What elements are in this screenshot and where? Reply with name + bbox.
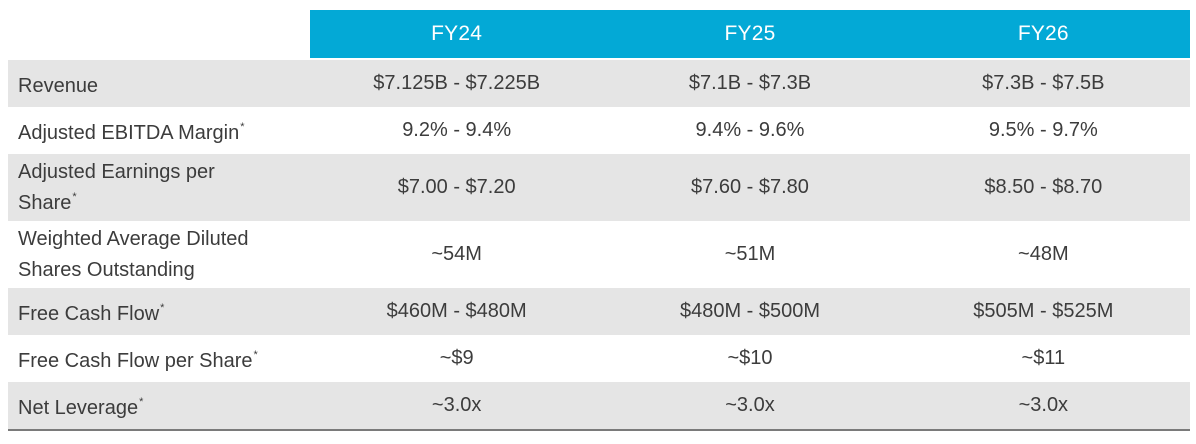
row-label-text: Weighted Average Diluted Shares Outstand… xyxy=(18,227,249,281)
table-cell-fy26: $7.3B - $7.5B xyxy=(982,72,1105,94)
table-cell-fy25: $7.60 - $7.80 xyxy=(691,176,809,198)
row-label: Weighted Average Diluted Shares Outstand… xyxy=(8,227,310,283)
table-cell-fy25: 9.4% - 9.6% xyxy=(695,119,805,141)
row-label: Free Cash Flow per Share* xyxy=(8,343,310,374)
table-cell-fy25: ~51M xyxy=(724,243,776,265)
table-row-net-leverage: Net Leverage* ~3.0x ~3.0x ~3.0x xyxy=(8,382,1190,429)
row-label: Adjusted Earnings per Share* xyxy=(8,160,310,216)
table-cell-fy24: ~3.0x xyxy=(431,394,482,416)
table-cell-fy25: ~3.0x xyxy=(725,394,775,416)
table-cell-fy26: ~3.0x xyxy=(1018,394,1069,416)
table-cell-fy24: $460M - $480M xyxy=(386,300,527,322)
footnote-marker: * xyxy=(240,121,245,133)
table-cell-fy26: $505M - $525M xyxy=(973,300,1114,322)
row-label: Revenue xyxy=(8,68,310,99)
table-cell-fy24: ~$9 xyxy=(439,347,474,369)
header-spacer xyxy=(8,10,310,58)
column-header-fy26: FY26 xyxy=(1017,22,1069,45)
footnote-marker: * xyxy=(253,349,258,361)
table-cell-fy25: $7.1B - $7.3B xyxy=(688,72,812,94)
table-row-free-cash-flow: Free Cash Flow* $460M - $480M $480M - $5… xyxy=(8,288,1190,335)
footnote-marker: * xyxy=(139,396,144,408)
table-cell-fy24: ~54M xyxy=(431,243,482,265)
table-row-weighted-average-diluted-shares: Weighted Average Diluted Shares Outstand… xyxy=(8,221,1190,288)
table-cell-fy25: ~$10 xyxy=(727,347,773,369)
row-label-text: Revenue xyxy=(18,75,99,97)
table-row-revenue: Revenue $7.125B - $7.225B $7.1B - $7.3B … xyxy=(8,60,1190,107)
table-cell-fy26: ~$11 xyxy=(1021,347,1066,369)
footnote-marker: * xyxy=(160,302,165,314)
row-label-text: Adjusted Earnings per Share xyxy=(18,160,215,214)
header-band: FY24 FY25 FY26 xyxy=(310,10,1190,58)
row-label-text: Free Cash Flow xyxy=(18,303,160,325)
row-label-text: Adjusted EBITDA Margin xyxy=(18,122,240,144)
row-label: Free Cash Flow* xyxy=(8,296,310,327)
guidance-table: FY24 FY25 FY26 Revenue $7.125B - $7.225B… xyxy=(8,10,1190,431)
bottom-rule xyxy=(8,429,1190,431)
table-row-adjusted-ebitda-margin: Adjusted EBITDA Margin* 9.2% - 9.4% 9.4%… xyxy=(8,107,1190,154)
column-header-fy25: FY25 xyxy=(724,22,776,45)
table-cell-fy24: $7.125B - $7.225B xyxy=(373,72,541,94)
row-label: Net Leverage* xyxy=(8,390,310,421)
footnote-marker: * xyxy=(72,190,77,203)
row-label: Adjusted EBITDA Margin* xyxy=(8,115,310,146)
table-cell-fy26: 9.5% - 9.7% xyxy=(988,119,1098,141)
row-label-text: Net Leverage xyxy=(18,397,139,419)
table-cell-fy26: ~48M xyxy=(1018,243,1069,265)
table-row-free-cash-flow-per-share: Free Cash Flow per Share* ~$9 ~$10 ~$11 xyxy=(8,335,1190,382)
header-row: FY24 FY25 FY26 xyxy=(8,10,1190,58)
table-cell-fy26: $8.50 - $8.70 xyxy=(984,176,1103,198)
table-cell-fy25: $480M - $500M xyxy=(679,300,821,322)
table-cell-fy24: 9.2% - 9.4% xyxy=(402,119,512,141)
table-cell-fy24: $7.00 - $7.20 xyxy=(397,176,516,198)
column-header-fy24: FY24 xyxy=(431,22,483,45)
table-row-adjusted-eps: Adjusted Earnings per Share* $7.00 - $7.… xyxy=(8,154,1190,221)
row-label-text: Free Cash Flow per Share xyxy=(18,350,253,372)
